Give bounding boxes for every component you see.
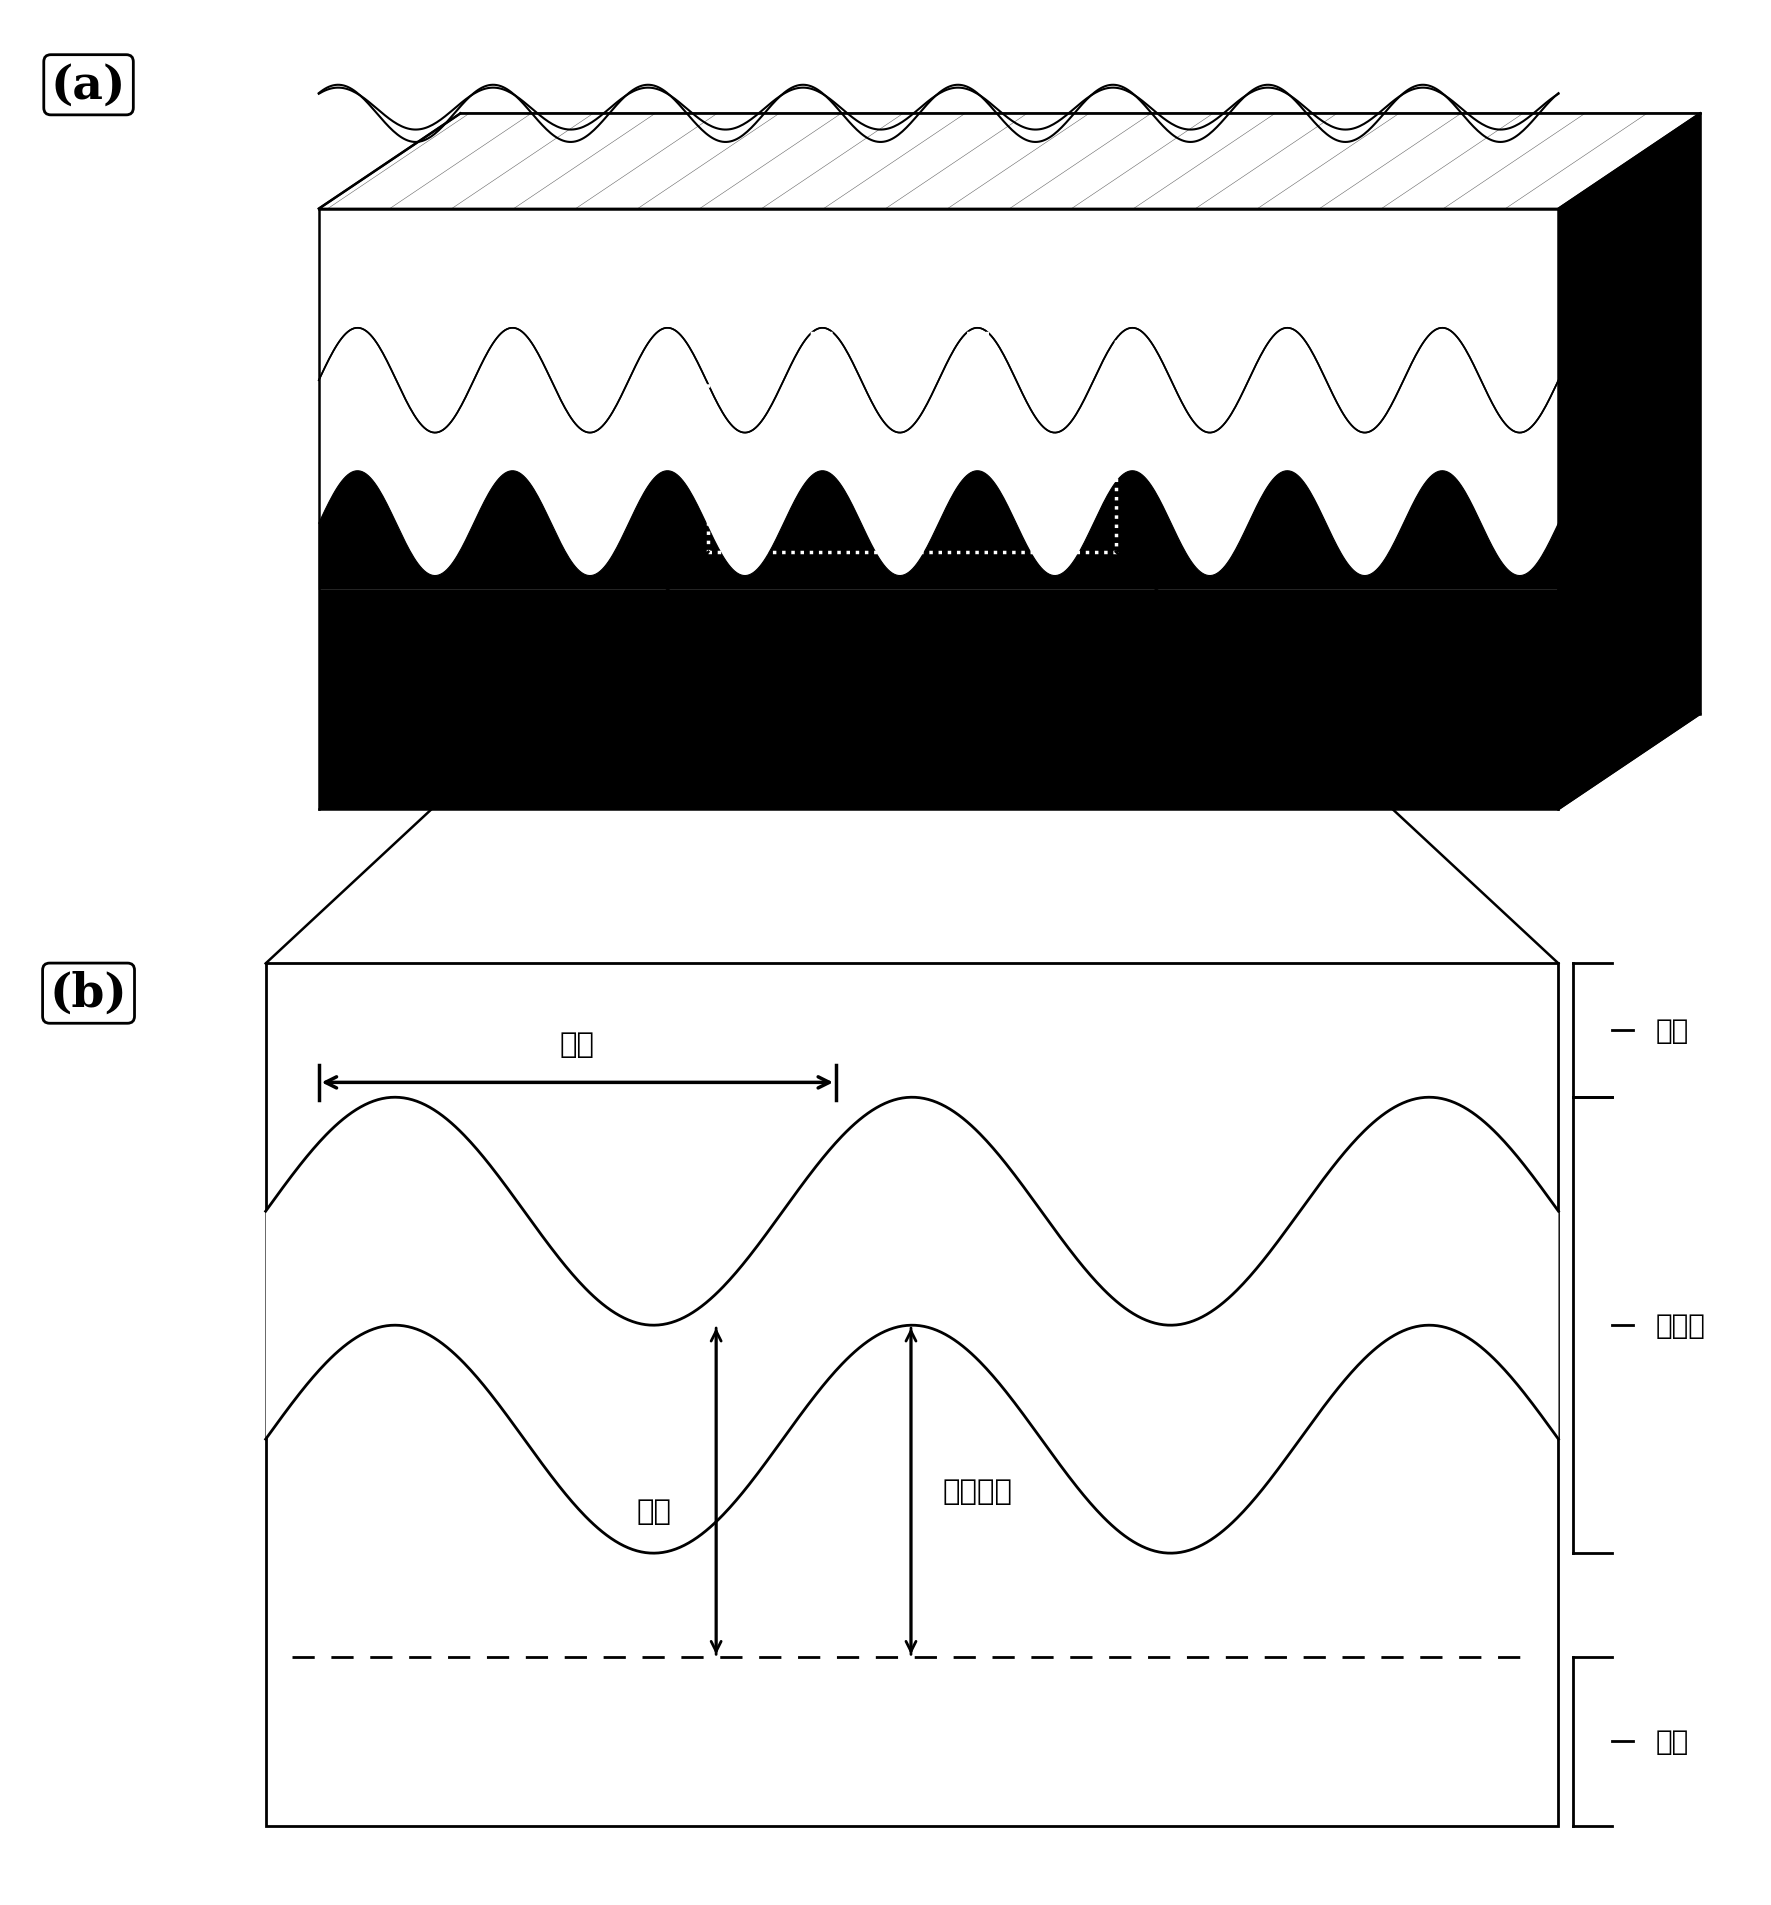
Text: (b): (b) <box>50 972 128 1017</box>
Text: 起伏幅度: 起伏幅度 <box>942 1478 1013 1505</box>
Polygon shape <box>319 591 1558 810</box>
Text: 辬底: 辬底 <box>1656 1728 1690 1756</box>
Text: 锄化醐: 锄化醐 <box>1656 1311 1705 1339</box>
Polygon shape <box>319 472 1558 591</box>
Polygon shape <box>319 114 1700 210</box>
Polygon shape <box>266 964 1558 1825</box>
Text: (a): (a) <box>51 63 126 109</box>
Polygon shape <box>266 1097 1558 1553</box>
Text: 周期: 周期 <box>560 1031 595 1057</box>
Text: 厚度: 厚度 <box>638 1497 671 1526</box>
Polygon shape <box>1558 114 1700 810</box>
Polygon shape <box>319 330 1558 575</box>
Polygon shape <box>319 210 1558 432</box>
Text: 空气: 空气 <box>1656 1017 1690 1044</box>
